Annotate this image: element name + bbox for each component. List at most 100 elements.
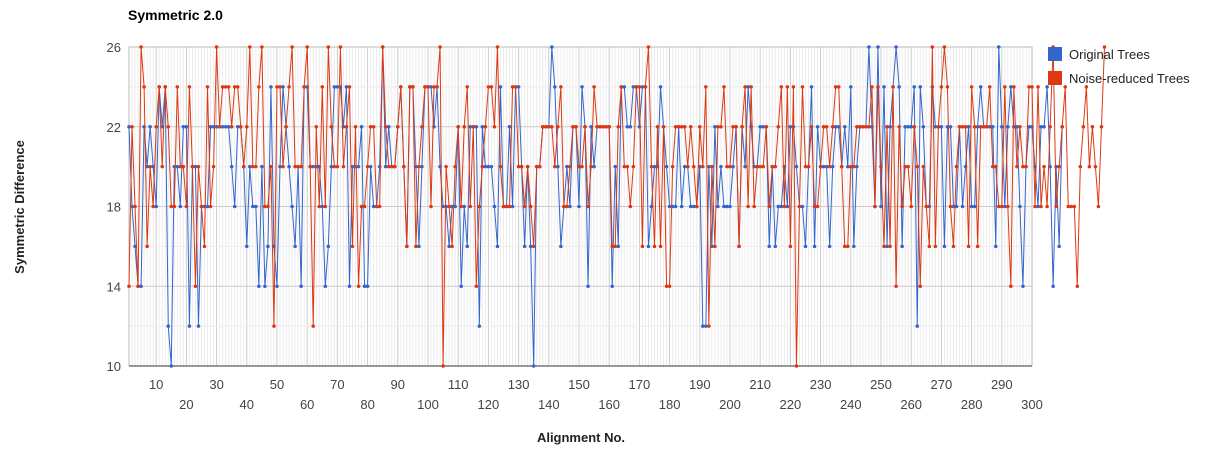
data-point xyxy=(921,164,926,169)
data-point xyxy=(842,244,847,249)
data-point xyxy=(879,164,883,169)
data-point xyxy=(800,85,805,89)
x-tick-label: 260 xyxy=(900,397,922,412)
data-point xyxy=(139,284,143,289)
data-point xyxy=(915,164,920,169)
data-point xyxy=(453,164,457,169)
data-point xyxy=(897,124,901,129)
data-point xyxy=(942,244,947,249)
data-point xyxy=(275,284,279,289)
x-tick-label: 10 xyxy=(149,377,163,392)
data-point xyxy=(417,244,421,249)
data-point xyxy=(737,244,741,249)
data-point xyxy=(389,164,394,169)
data-point xyxy=(888,124,892,129)
data-point xyxy=(583,124,587,129)
data-point xyxy=(501,204,506,209)
data-point xyxy=(791,85,796,89)
data-point xyxy=(915,324,920,328)
data-point xyxy=(830,164,835,169)
data-point xyxy=(664,284,669,289)
data-point xyxy=(722,204,726,209)
data-point xyxy=(815,204,820,209)
data-point xyxy=(290,204,294,209)
data-point xyxy=(682,164,687,169)
data-point xyxy=(833,124,838,129)
data-point xyxy=(326,244,331,249)
data-point xyxy=(885,244,889,249)
data-point xyxy=(211,164,216,169)
data-point xyxy=(199,204,204,209)
data-point xyxy=(589,164,593,169)
data-point xyxy=(885,124,889,129)
data-point xyxy=(963,124,968,129)
data-point xyxy=(1003,204,1007,209)
data-point xyxy=(900,204,904,209)
data-point xyxy=(897,85,901,89)
data-point xyxy=(996,45,1001,49)
data-point xyxy=(248,164,252,169)
data-point xyxy=(169,364,174,368)
x-tick-label: 20 xyxy=(179,397,193,412)
data-point xyxy=(127,124,131,129)
data-point xyxy=(1015,164,1019,169)
data-point xyxy=(226,124,231,129)
data-point xyxy=(788,124,793,129)
data-point xyxy=(160,124,165,129)
data-point xyxy=(655,124,660,129)
data-point xyxy=(855,164,859,169)
data-point xyxy=(679,124,684,129)
data-point xyxy=(154,204,158,209)
data-point xyxy=(691,164,696,169)
data-point xyxy=(519,164,524,169)
data-point xyxy=(921,124,926,129)
data-point xyxy=(785,85,790,89)
data-point xyxy=(154,124,158,129)
data-point xyxy=(432,85,436,89)
data-point xyxy=(773,164,778,169)
data-point xyxy=(691,204,696,209)
data-point xyxy=(1096,204,1101,209)
data-point xyxy=(368,124,373,129)
x-tick-label: 220 xyxy=(780,397,802,412)
data-point xyxy=(489,85,494,89)
data-point xyxy=(359,204,364,209)
data-point xyxy=(1027,85,1031,89)
data-point xyxy=(894,45,898,49)
data-point xyxy=(148,164,152,169)
data-point xyxy=(758,164,762,169)
data-point xyxy=(365,284,370,289)
data-point xyxy=(821,164,826,169)
data-point xyxy=(948,204,953,209)
data-point xyxy=(441,204,445,209)
data-point xyxy=(996,204,1001,209)
data-point xyxy=(269,164,273,169)
data-point xyxy=(556,124,560,129)
data-point xyxy=(993,244,998,249)
data-point xyxy=(649,204,654,209)
data-point xyxy=(697,164,702,169)
data-point xyxy=(184,124,189,129)
data-point xyxy=(266,244,270,249)
data-point xyxy=(320,85,325,89)
data-point xyxy=(332,85,337,89)
data-point xyxy=(628,204,633,209)
data-point xyxy=(205,204,210,209)
data-point xyxy=(356,284,361,289)
data-point xyxy=(960,204,965,209)
data-point xyxy=(731,164,735,169)
data-point xyxy=(827,244,832,249)
data-point xyxy=(713,244,717,249)
data-point xyxy=(429,85,433,89)
data-point xyxy=(323,204,328,209)
data-point xyxy=(1018,124,1022,129)
legend-label-original: Original Trees xyxy=(1069,47,1150,62)
data-point xyxy=(1057,164,1061,169)
data-point xyxy=(646,45,651,49)
data-point xyxy=(320,204,325,209)
data-point xyxy=(948,124,953,129)
data-point xyxy=(1009,85,1013,89)
y-axis-title: Symmetric Difference xyxy=(12,140,27,274)
data-point xyxy=(190,164,195,169)
data-point xyxy=(550,45,554,49)
